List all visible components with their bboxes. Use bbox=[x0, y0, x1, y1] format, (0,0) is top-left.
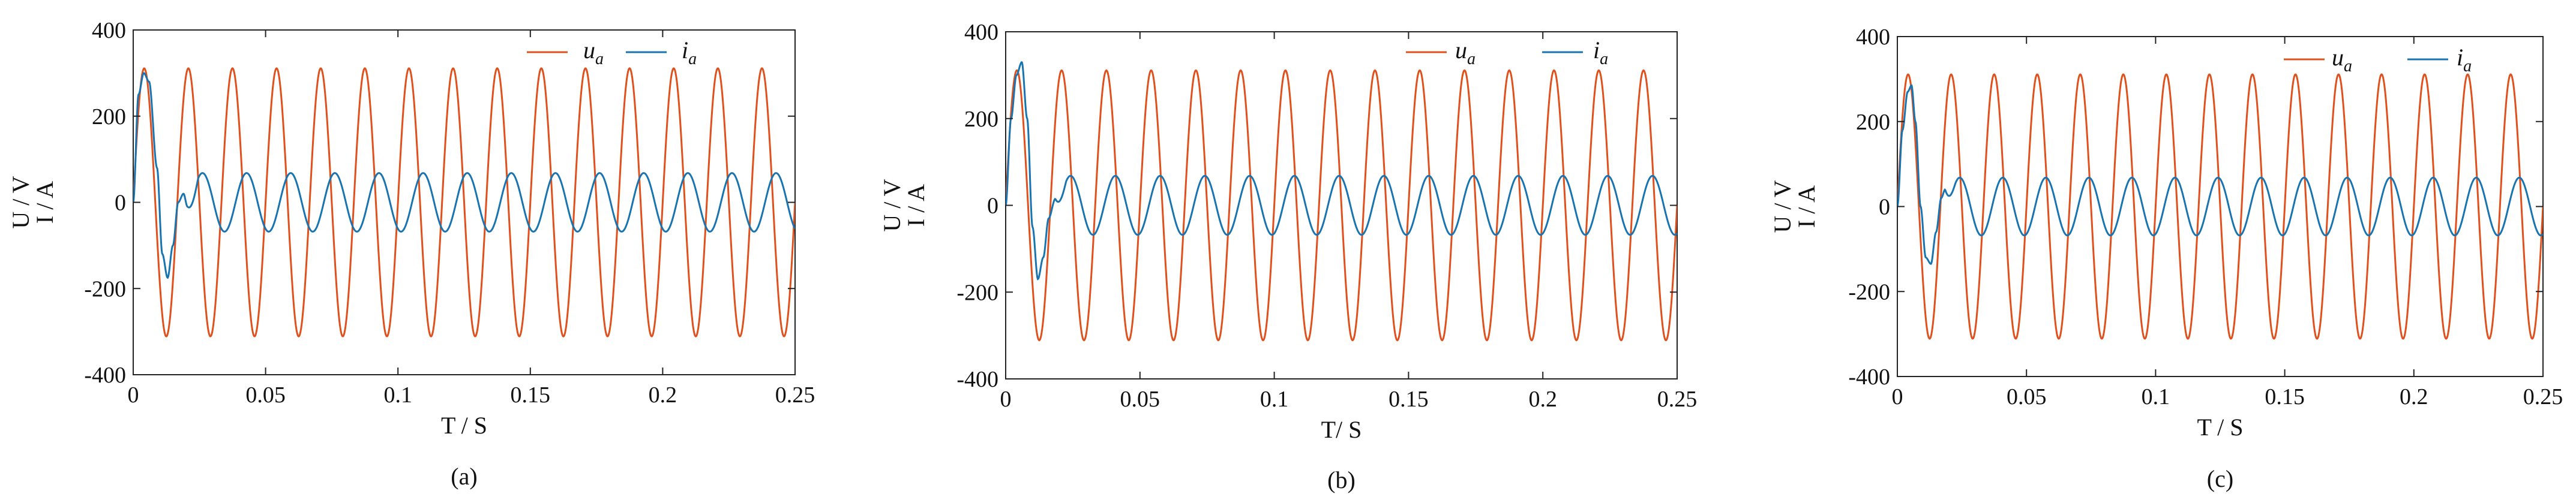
x-tick-label: 0.2 bbox=[2400, 384, 2428, 409]
legend-label-sub: a bbox=[595, 50, 604, 68]
x-tick-label: 0 bbox=[128, 382, 139, 408]
x-tick-label: 0.1 bbox=[383, 382, 412, 408]
x-tick-label: 0.25 bbox=[1657, 387, 1698, 412]
legend-label-main: u bbox=[1455, 37, 1467, 64]
y-tick-label: 0 bbox=[115, 191, 126, 216]
y-tick-label: 200 bbox=[1856, 110, 1890, 135]
panel-caption: (b) bbox=[1327, 466, 1356, 493]
x-tick-label: 0.1 bbox=[2142, 384, 2170, 409]
y-tick-label: 400 bbox=[1856, 25, 1890, 50]
y-axis-label: I / A bbox=[31, 181, 58, 224]
legend-label-u_a: ua bbox=[1455, 37, 1476, 68]
x-tick-label: 0 bbox=[1892, 384, 1903, 409]
x-tick-label: 0.2 bbox=[649, 382, 677, 408]
legend-label-sub: a bbox=[688, 50, 697, 68]
y-tick-label: -400 bbox=[84, 363, 126, 388]
legend: ua ia bbox=[527, 37, 697, 68]
y-tick-label: -400 bbox=[956, 367, 998, 392]
x-tick-label: 0.05 bbox=[1120, 387, 1160, 412]
legend-label-main: u bbox=[2332, 44, 2344, 71]
y-tick-label: -200 bbox=[1848, 279, 1890, 305]
x-tick-label: 0.15 bbox=[2265, 384, 2305, 409]
x-tick-label: 0.1 bbox=[1260, 387, 1289, 412]
x-tick-label: 0.2 bbox=[1528, 387, 1557, 412]
x-tick-label: 0.15 bbox=[1389, 387, 1429, 412]
legend-label-sub: a bbox=[2344, 57, 2352, 76]
x-axis-label: T / S bbox=[2197, 414, 2243, 441]
y-tick-label: 400 bbox=[964, 20, 998, 45]
x-tick-label: 0 bbox=[1000, 387, 1012, 412]
series-line-i_a bbox=[133, 72, 795, 279]
legend: ua ia bbox=[1406, 37, 1608, 68]
legend-label-main: u bbox=[583, 37, 595, 64]
legend-label-i_a: ia bbox=[2457, 44, 2472, 76]
series-line-u_a bbox=[1897, 73, 2543, 340]
legend-label-main: i bbox=[2457, 44, 2463, 71]
y-tick-label: -200 bbox=[84, 276, 126, 302]
legend-label-u_a: ua bbox=[583, 37, 604, 68]
chart-panel-2: 0 0.05 0.1 0.15 0.2 0.25 400 200 0 -200 -400 T/ S U … bbox=[878, 20, 1697, 493]
legend-label-sub: a bbox=[1600, 50, 1608, 68]
series-line-i_a bbox=[1006, 61, 1677, 281]
chart-panel-3: 0 0.05 0.1 0.15 0.2 0.25 400 200 0 -200 -400 T / S U… bbox=[1769, 25, 2563, 492]
series-line-u_a bbox=[133, 67, 795, 338]
legend-label-u_a: ua bbox=[2332, 44, 2352, 76]
y-axis-label: I / A bbox=[1793, 185, 1820, 228]
x-tick-label: 0.05 bbox=[245, 382, 286, 408]
legend-label-sub: a bbox=[2463, 57, 2472, 76]
panel-caption: (a) bbox=[451, 463, 477, 490]
y-tick-label: 200 bbox=[964, 107, 998, 132]
x-tick-label: 0.25 bbox=[775, 382, 815, 408]
chart-panel-1: 0 0.05 0.1 0.15 0.2 0.25 400 200 0 -200 -400 T / S U… bbox=[7, 18, 815, 490]
x-tick-label: 0.05 bbox=[2007, 384, 2047, 409]
legend-label-i_a: ia bbox=[682, 37, 697, 68]
y-tick-label: 200 bbox=[92, 104, 126, 129]
legend-label-i_a: ia bbox=[1593, 37, 1608, 68]
legend-label-sub: a bbox=[1467, 50, 1476, 68]
y-tick-label: 400 bbox=[92, 18, 126, 43]
y-tick-label: 0 bbox=[1879, 195, 1890, 220]
y-axis-label: U / V bbox=[1769, 180, 1796, 233]
y-tick-label: -400 bbox=[1848, 365, 1890, 390]
x-tick-label: 0.25 bbox=[2523, 384, 2563, 409]
x-tick-label: 0.15 bbox=[511, 382, 551, 408]
series-line-u_a bbox=[1006, 69, 1677, 342]
y-axis-label: I / A bbox=[902, 184, 929, 227]
y-tick-label: -200 bbox=[956, 280, 998, 305]
panel-caption: (c) bbox=[2207, 465, 2233, 492]
legend-label-main: i bbox=[1593, 37, 1600, 64]
legend: ua ia bbox=[2284, 44, 2472, 76]
series-line-i_a bbox=[1897, 84, 2543, 265]
x-axis-label: T/ S bbox=[1321, 416, 1362, 443]
x-axis-label: T / S bbox=[441, 412, 487, 439]
y-tick-label: 0 bbox=[987, 194, 998, 219]
y-axis-label: U / V bbox=[878, 179, 905, 231]
y-axis-label: U / V bbox=[7, 176, 34, 228]
legend-label-main: i bbox=[682, 37, 688, 64]
